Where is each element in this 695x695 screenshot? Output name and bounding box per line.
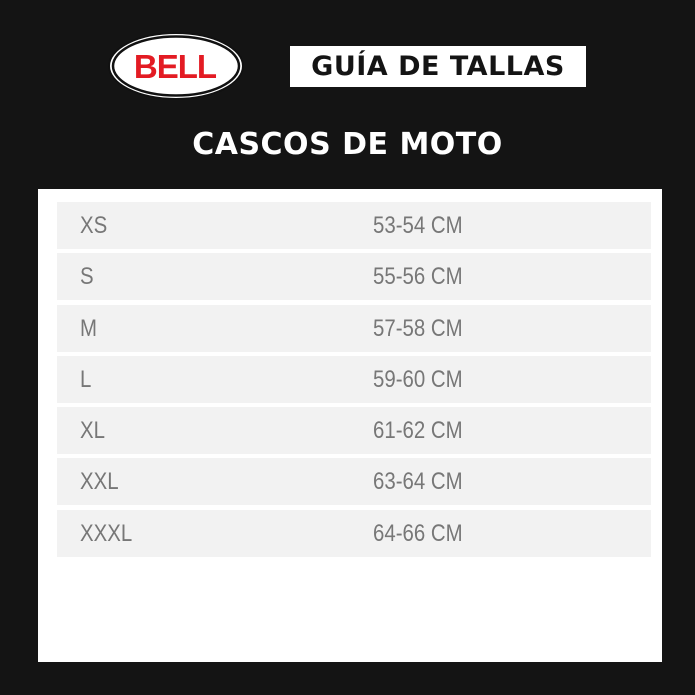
size-label: XXL: [80, 468, 119, 496]
page-subtitle: CASCOS DE MOTO: [192, 127, 503, 162]
svg-text:BELL: BELL: [134, 48, 217, 85]
size-label: S: [80, 263, 94, 291]
bell-logo: BELL: [108, 32, 244, 100]
table-row: XS 53-54 CM: [57, 202, 651, 249]
size-range: 61-62 CM: [373, 417, 463, 445]
table-row: XXL 63-64 CM: [57, 458, 651, 506]
table-row: XXXL 64-66 CM: [57, 509, 651, 557]
size-range: 59-60 CM: [373, 365, 463, 393]
size-table: XS 53-54 CM S 55-56 CM M 57-58 CM L 59-60 CM XL 6…: [57, 202, 651, 561]
size-label: XXXL: [80, 519, 133, 547]
size-chart-panel: XS 53-54 CM S 55-56 CM M 57-58 CM L 59-60 CM XL 6…: [38, 189, 662, 662]
size-range: 55-56 CM: [373, 263, 463, 291]
size-label: L: [80, 365, 92, 393]
size-range: 57-58 CM: [373, 314, 463, 342]
table-row: XL 61-62 CM: [57, 407, 651, 455]
table-row: M 57-58 CM: [57, 304, 651, 352]
size-range: 53-54 CM: [373, 212, 463, 239]
table-row: S 55-56 CM: [57, 253, 651, 301]
table-row: L 59-60 CM: [57, 355, 651, 403]
size-label: M: [80, 314, 97, 342]
title-banner: GUÍA DE TALLAS: [290, 46, 586, 87]
size-range: 63-64 CM: [373, 468, 463, 496]
page-title: GUÍA DE TALLAS: [311, 51, 565, 82]
size-label: XS: [80, 212, 108, 239]
size-label: XL: [80, 417, 105, 445]
size-range: 64-66 CM: [373, 519, 463, 547]
